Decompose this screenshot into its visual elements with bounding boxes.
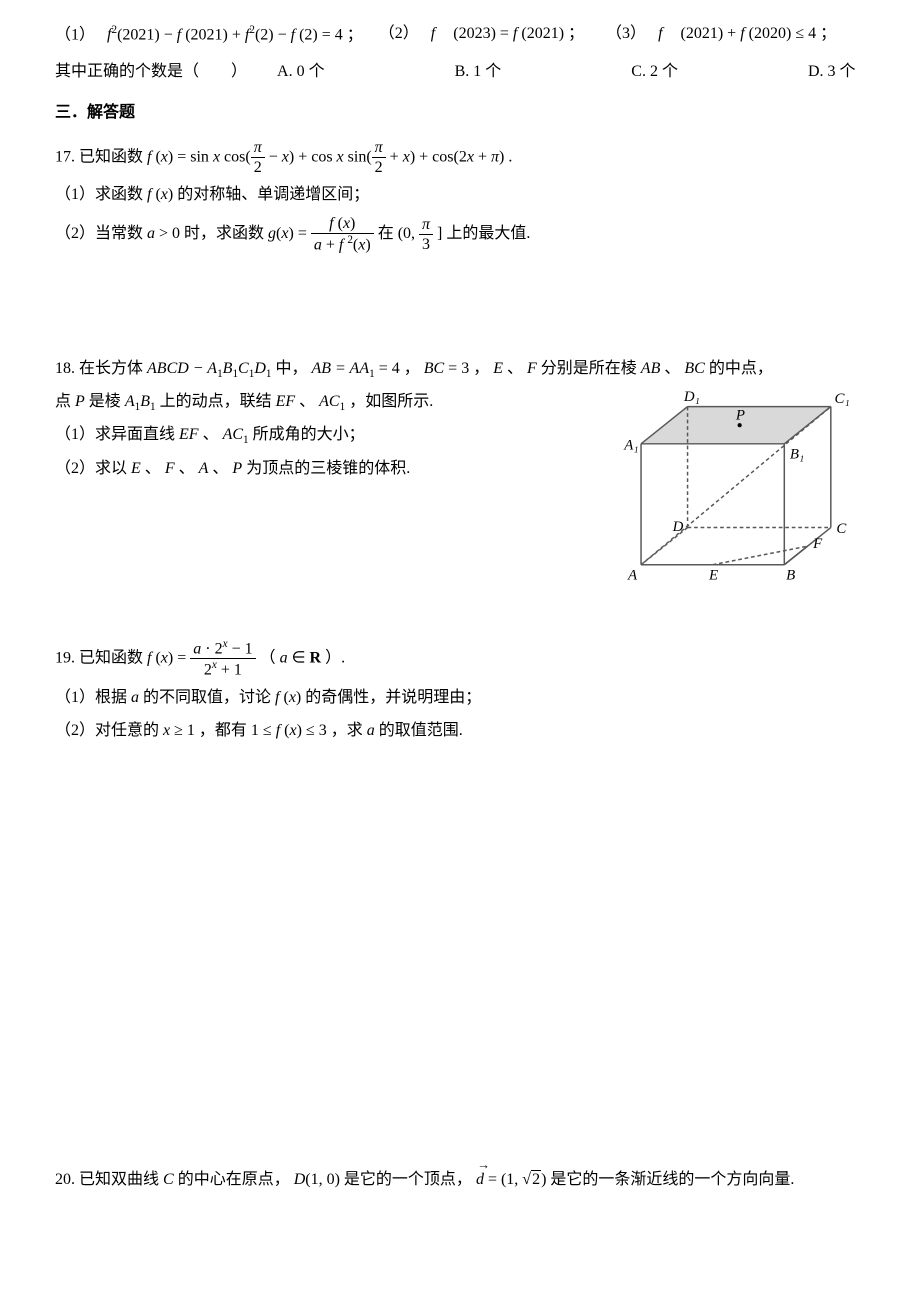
section3-title: 三．解答题: [55, 99, 865, 128]
svg-text:B: B: [786, 568, 795, 584]
svg-text:A: A: [627, 568, 638, 584]
q18-figure: D₁ C₁ A₁ B₁ P D C A B E F: [605, 388, 865, 588]
q19-part1: （1）根据 a 的不同取值，讨论 f (x) 的奇偶性，并说明理由；: [55, 684, 865, 713]
q16-choice-d: D. 3 个: [808, 58, 856, 87]
q19: 19. 已知函数 f (x) = a · 2x − 1 2x + 1 （ a ∈…: [55, 638, 865, 746]
cuboid-diagram: D₁ C₁ A₁ B₁ P D C A B E F: [605, 388, 865, 588]
q16-s1: （1） f2(2021) − f (2021) + f2(2) − f (2) …: [55, 20, 363, 50]
svg-text:E: E: [708, 568, 718, 584]
q18-part1: （1）求异面直线 EF 、 AC1 所成角的大小；: [55, 421, 585, 450]
svg-text:C: C: [836, 521, 847, 537]
q16-statements: （1） f2(2021) − f (2021) + f2(2) − f (2) …: [55, 20, 865, 50]
svg-text:P: P: [735, 408, 745, 424]
svg-text:D: D: [672, 519, 684, 535]
spacer: [55, 265, 865, 355]
q16-choice-b: B. 1 个: [455, 58, 502, 87]
spacer2: [55, 598, 865, 638]
svg-text:D₁: D₁: [683, 389, 700, 405]
q16-choices: 其中正确的个数是（ ） A. 0 个 B. 1 个 C. 2 个 D. 3 个: [55, 58, 865, 87]
q16-choice-c: C. 2 个: [631, 58, 678, 87]
q18-line2: 点 P 是棱 A1B1 上的动点，联结 EF 、 AC1 ，如图所示.: [55, 388, 585, 417]
vector-d: d: [476, 1166, 484, 1195]
q19-part2: （2）对任意的 x ≥ 1 ，都有 1 ≤ f (x) ≤ 3 ，求 a 的取值…: [55, 717, 865, 746]
svg-text:B₁: B₁: [790, 447, 804, 463]
q20-line1: 20. 已知双曲线 C 的中心在原点， D(1, 0) 是它的一个顶点， d =…: [55, 1166, 865, 1195]
q18: 18. 在长方体 ABCD − A1B1C1D1 中， AB = AA1 = 4…: [55, 355, 865, 588]
q16-s2: （2） f (2023) = f (2021) ；: [379, 20, 584, 50]
q17-part1: （1）求函数 f (x) 的对称轴、单调递增区间；: [55, 181, 865, 210]
q16-s3: （3） f (2021) + f (2020) ≤ 4 ；: [606, 20, 836, 50]
q17-part2: （2）当常数 a > 0 时，求函数 g(x) = f (x) a + f 2(…: [55, 214, 865, 255]
spacer3: [55, 756, 865, 1166]
q16-choice-a: A. 0 个: [277, 58, 325, 87]
q18-line1: 18. 在长方体 ABCD − A1B1C1D1 中， AB = AA1 = 4…: [55, 355, 865, 384]
q18-part2: （2）求以 E 、 F 、 A 、 P 为顶点的三棱锥的体积.: [55, 455, 585, 484]
q17-stem: 17. 已知函数 f (x) = sin x cos(π2 − x) + cos…: [55, 138, 865, 177]
svg-text:C₁: C₁: [835, 391, 850, 407]
q16-stem: 其中正确的个数是（ ）: [55, 58, 247, 87]
q20: 20. 已知双曲线 C 的中心在原点， D(1, 0) 是它的一个顶点， d =…: [55, 1166, 865, 1195]
svg-text:A₁: A₁: [623, 437, 638, 453]
q19-stem: 19. 已知函数 f (x) = a · 2x − 1 2x + 1 （ a ∈…: [55, 638, 865, 680]
q17: 17. 已知函数 f (x) = sin x cos(π2 − x) + cos…: [55, 138, 865, 255]
svg-text:F: F: [812, 536, 823, 552]
